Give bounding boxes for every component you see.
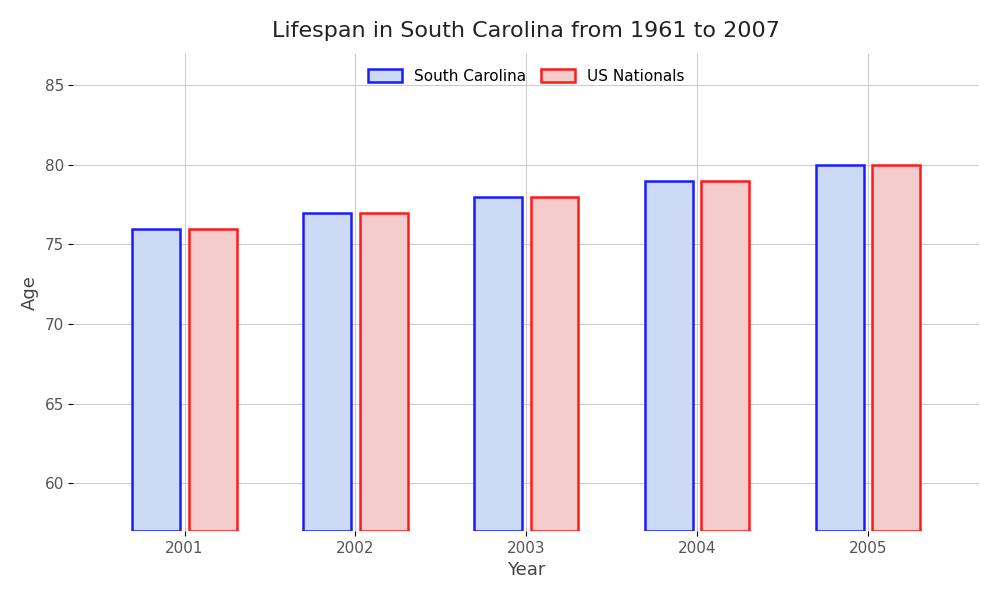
- Bar: [701, 181, 749, 531]
- Legend: South Carolina, US Nationals: South Carolina, US Nationals: [360, 61, 692, 91]
- Y-axis label: Age: Age: [21, 275, 39, 310]
- Title: Lifespan in South Carolina from 1961 to 2007: Lifespan in South Carolina from 1961 to …: [272, 21, 780, 41]
- X-axis label: Year: Year: [507, 561, 546, 579]
- Bar: [645, 181, 693, 531]
- Bar: [474, 197, 522, 531]
- Bar: [531, 197, 578, 531]
- Bar: [303, 212, 351, 531]
- Bar: [360, 212, 408, 531]
- Bar: [189, 229, 237, 531]
- Bar: [816, 165, 864, 531]
- Bar: [132, 229, 180, 531]
- Bar: [872, 165, 920, 531]
